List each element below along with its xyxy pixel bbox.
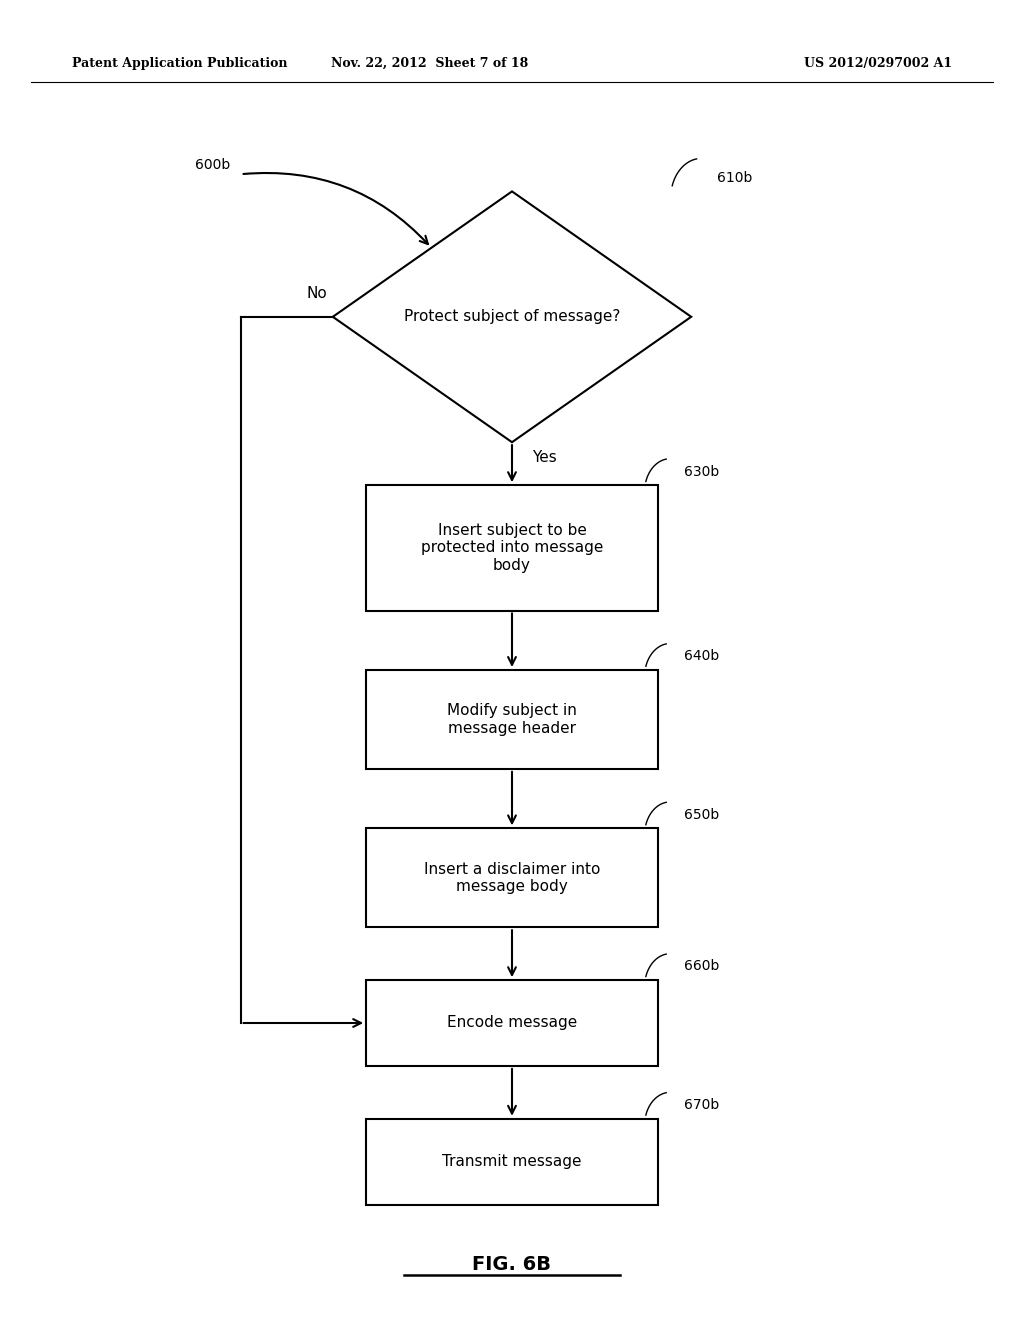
Text: 630b: 630b [684, 465, 719, 479]
Text: Transmit message: Transmit message [442, 1154, 582, 1170]
Bar [367, 486, 658, 610]
Text: Insert subject to be
protected into message
body: Insert subject to be protected into mess… [421, 523, 603, 573]
Text: FIG. 6B: FIG. 6B [472, 1255, 552, 1274]
Text: Encode message: Encode message [446, 1015, 578, 1031]
Text: Nov. 22, 2012  Sheet 7 of 18: Nov. 22, 2012 Sheet 7 of 18 [332, 57, 528, 70]
Text: US 2012/0297002 A1: US 2012/0297002 A1 [804, 57, 952, 70]
Text: 640b: 640b [684, 649, 719, 663]
Bar [367, 1119, 658, 1204]
Text: Yes: Yes [532, 450, 557, 465]
Bar [367, 671, 658, 768]
Text: No: No [307, 286, 328, 301]
Text: 660b: 660b [684, 960, 719, 974]
Bar [367, 979, 658, 1067]
Text: Patent Application Publication: Patent Application Publication [72, 57, 287, 70]
Text: 670b: 670b [684, 1098, 719, 1111]
Text: Insert a disclaimer into
message body: Insert a disclaimer into message body [424, 862, 600, 894]
Text: 610b: 610b [717, 170, 753, 185]
Text: Protect subject of message?: Protect subject of message? [403, 309, 621, 325]
Text: Modify subject in
message header: Modify subject in message header [447, 704, 577, 735]
Bar [367, 829, 658, 927]
Text: 600b: 600b [195, 158, 229, 172]
Text: 650b: 650b [684, 808, 719, 821]
Polygon shape [333, 191, 691, 442]
